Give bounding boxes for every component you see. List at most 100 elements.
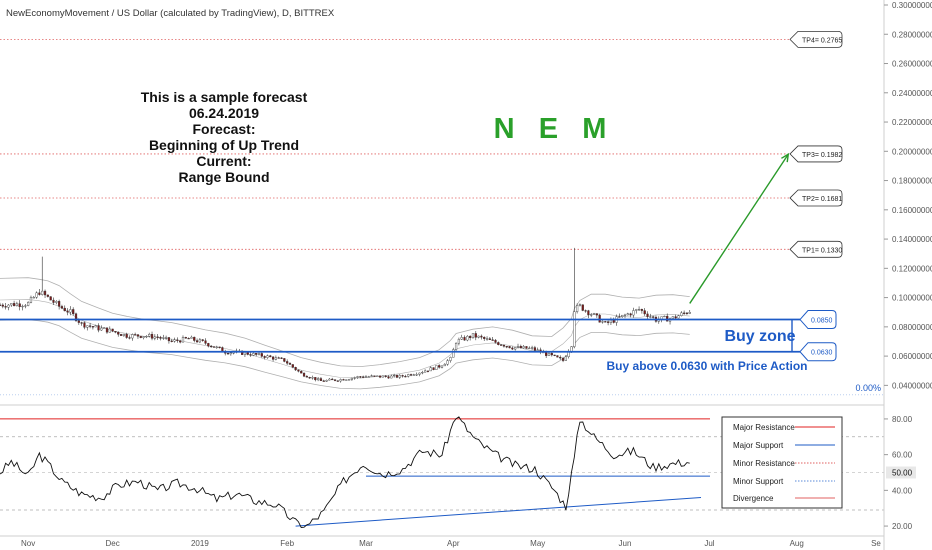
candle-body — [134, 334, 137, 336]
candle-body — [640, 309, 643, 311]
candle-body — [198, 339, 201, 343]
candle-body — [581, 304, 584, 311]
candle-body — [502, 344, 506, 347]
forecast-note-line: 06.24.2019 — [189, 105, 259, 121]
candle-body — [505, 346, 508, 348]
candle-body — [626, 313, 629, 316]
candle-body — [404, 376, 407, 378]
candle-body — [229, 352, 232, 355]
candle-body — [131, 334, 134, 339]
candle-body — [69, 309, 72, 313]
candle-body — [294, 367, 297, 371]
candle-body — [367, 376, 370, 378]
candle-body — [52, 299, 55, 303]
candle-body — [193, 336, 196, 341]
candle-body — [590, 314, 593, 316]
y-tick-label: 0.28000000 — [892, 30, 932, 39]
candle-body — [297, 369, 300, 372]
candle-body — [257, 353, 261, 355]
candle-body — [10, 303, 13, 306]
candle-body — [215, 346, 218, 348]
candle-body — [592, 313, 596, 315]
target-level-tag — [789, 189, 843, 207]
candle-body — [83, 322, 86, 328]
candle-body — [454, 342, 458, 350]
candle-body — [561, 357, 565, 361]
candle-body — [500, 344, 503, 346]
candle-body — [550, 352, 553, 356]
y-tick-label: 0.30000000 — [892, 1, 932, 10]
candle-body — [122, 333, 125, 336]
osc-last-value-badge — [886, 466, 916, 479]
candle-body — [97, 325, 100, 331]
candle-body — [187, 338, 190, 340]
candle-body — [139, 336, 142, 338]
candle-body — [378, 375, 382, 378]
candle-body — [114, 331, 117, 333]
candle-body — [300, 371, 303, 374]
indicator-legend: Major Resistance Major Support Minor Res… — [721, 416, 843, 509]
candle-body — [142, 336, 145, 338]
osc-y-tick-label: 20.00 — [892, 522, 913, 531]
osc-y-tick-label: 60.00 — [892, 451, 913, 460]
candle-body — [483, 336, 486, 339]
y-tick-label: 0.14000000 — [892, 235, 932, 244]
candle-body — [88, 325, 92, 327]
candle-body — [311, 377, 314, 379]
candle-body — [136, 334, 140, 337]
x-tick-label: Jul — [704, 539, 714, 548]
candle-body — [677, 315, 680, 319]
candle-body — [255, 353, 258, 355]
candle-body — [201, 339, 204, 341]
x-tick-label: Se — [871, 539, 881, 548]
candle-body — [103, 327, 106, 329]
candle-body — [370, 375, 373, 377]
candle-body — [72, 309, 75, 314]
candle-body — [150, 334, 154, 339]
candle-body — [663, 315, 666, 318]
candle-body — [635, 309, 638, 311]
buy-zone-value: 0.0630 — [811, 350, 833, 357]
candle-body — [547, 352, 551, 356]
forecast-note: This is a sample forecast 06.24.2019 For… — [141, 89, 308, 185]
candle-body — [207, 343, 210, 347]
candle-body — [283, 358, 286, 362]
forecast-note-line: Current: — [196, 153, 251, 169]
candle-body — [277, 357, 280, 359]
candle-body — [58, 301, 61, 307]
candle-body — [646, 313, 649, 317]
x-tick-label: Aug — [790, 539, 804, 548]
candle-body — [7, 304, 10, 308]
candle-body — [485, 338, 489, 340]
candle-body — [449, 357, 452, 361]
candle-body — [362, 376, 365, 378]
candle-body — [412, 374, 415, 376]
candle-body — [291, 364, 294, 368]
y-tick-label: 0.04000000 — [892, 381, 932, 390]
candle-body — [24, 305, 27, 307]
candle-body — [407, 374, 410, 377]
legend-label: Major Resistance — [733, 423, 795, 432]
candle-body — [446, 360, 449, 365]
candle-body — [105, 327, 109, 333]
y-tick-label: 0.08000000 — [892, 323, 932, 332]
candle-body — [184, 337, 187, 339]
candle-body — [49, 296, 52, 301]
candle-body — [674, 316, 677, 319]
candle-body — [347, 379, 351, 381]
legend-label: Minor Resistance — [733, 459, 795, 468]
candle-body — [280, 357, 283, 359]
candle-body — [440, 365, 444, 368]
candle-body — [15, 303, 18, 307]
oscillator-pane — [0, 416, 884, 528]
x-tick-label: Nov — [21, 539, 35, 548]
candle-body — [91, 326, 95, 328]
lower-band — [0, 319, 690, 390]
candle-body — [604, 321, 607, 323]
candle-body — [607, 321, 610, 323]
candle-body — [12, 303, 16, 307]
candle-body — [649, 316, 652, 318]
buy-zone-tag — [799, 310, 837, 330]
candle-body — [359, 376, 362, 378]
